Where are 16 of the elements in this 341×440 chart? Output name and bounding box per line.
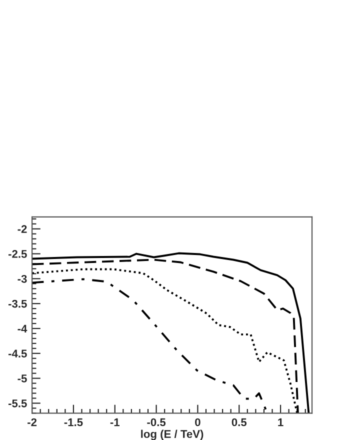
y-tick-label: -3	[18, 274, 27, 283]
y-tick-label: -5.5	[8, 400, 27, 408]
y-tick-label: -2.5	[8, 250, 27, 258]
y-tick-label: -4.5	[8, 350, 27, 358]
x-tick-label: -0.5	[147, 418, 166, 426]
x-tick-label: 0.5	[232, 418, 247, 426]
x-tick-label: -1.5	[64, 418, 83, 426]
y-tick-label: -2	[18, 225, 27, 233]
x-tick-label: 1	[278, 418, 284, 426]
x-tick-label: -1	[110, 418, 120, 426]
x-tick-label: -2	[28, 418, 37, 426]
x-tick-label: 0	[195, 418, 200, 426]
y-tick-label: -3.5	[8, 300, 27, 308]
x-axis-title: log (E / TeV)	[141, 430, 204, 440]
y-tick-label: -5	[18, 374, 27, 382]
y-tick-label: -4	[18, 324, 28, 333]
